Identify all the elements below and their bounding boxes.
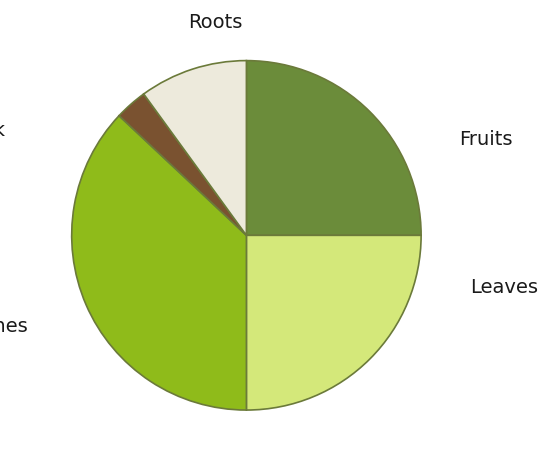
Text: Fruits: Fruits (460, 130, 513, 149)
Wedge shape (246, 61, 421, 235)
Text: Branches: Branches (0, 317, 28, 336)
Text: Leaves: Leaves (470, 278, 538, 297)
Wedge shape (144, 61, 246, 235)
Wedge shape (246, 235, 421, 410)
Text: Roots: Roots (188, 13, 242, 32)
Text: Trunk: Trunk (0, 121, 5, 140)
Wedge shape (72, 116, 246, 410)
Wedge shape (119, 94, 246, 235)
